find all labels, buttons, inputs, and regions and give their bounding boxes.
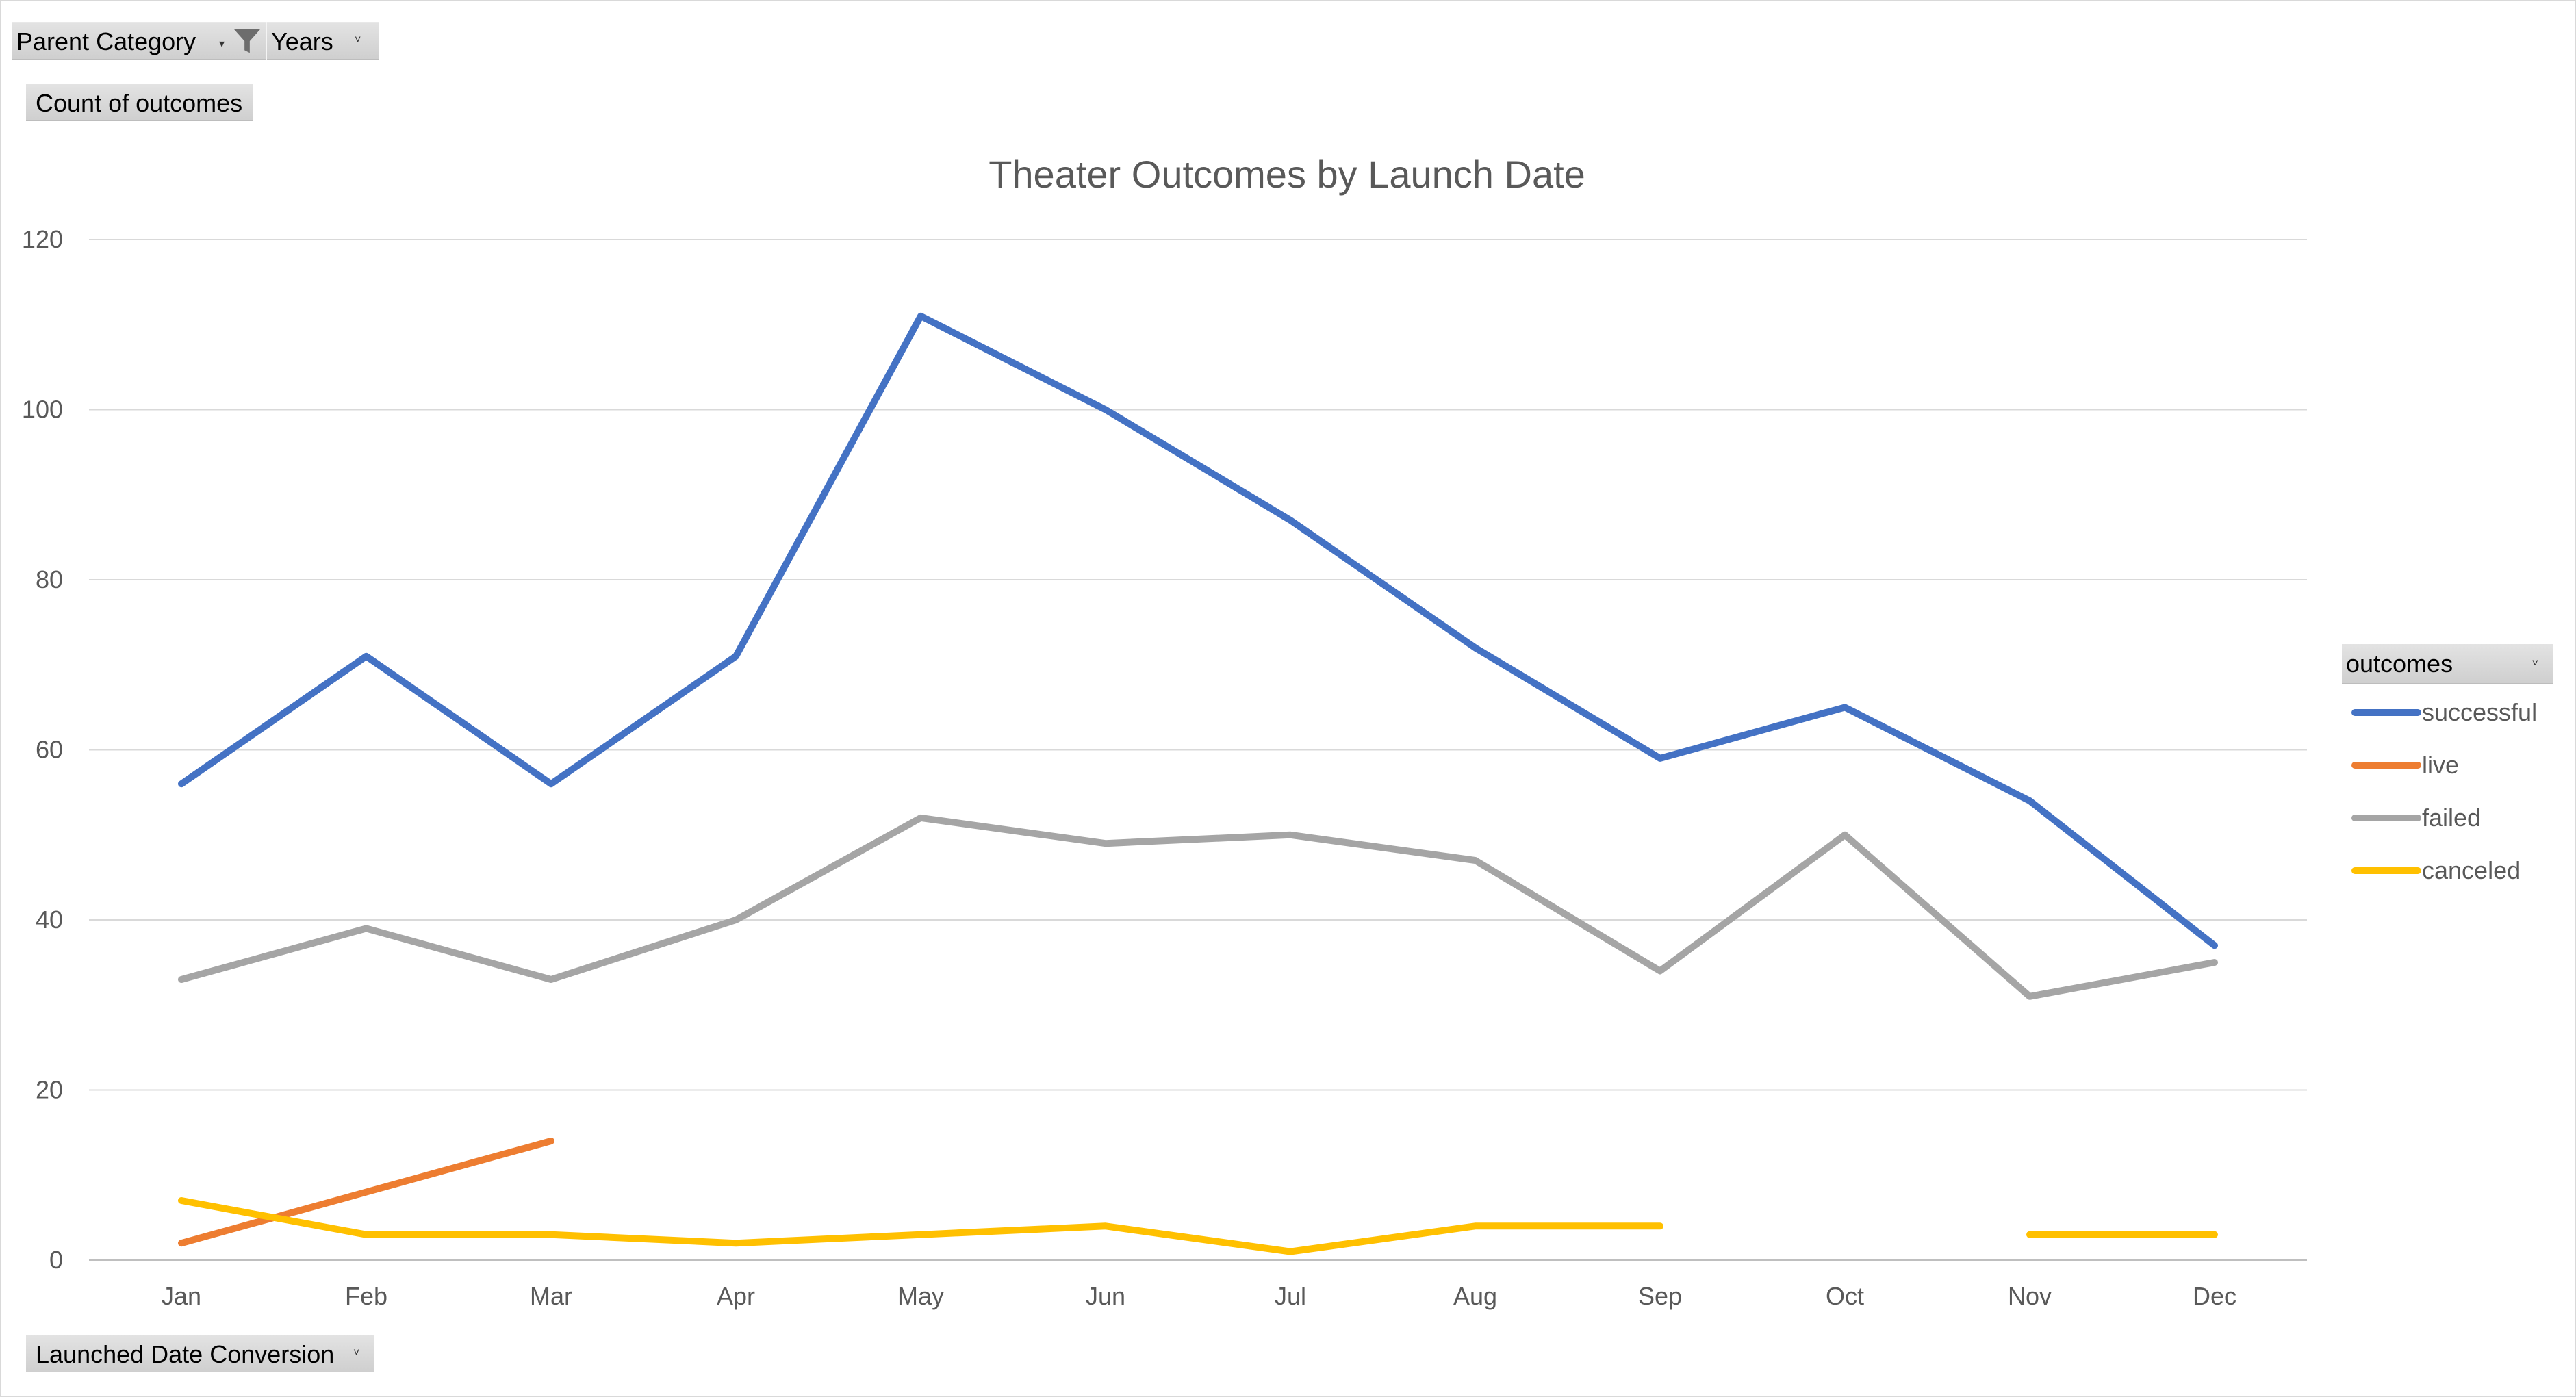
x-tick-label: Jul <box>1275 1282 1306 1310</box>
y-tick-label: 80 <box>36 565 63 593</box>
series-line-canceled <box>178 1197 1663 1255</box>
values-field-button[interactable]: Count of outcomes <box>26 84 253 121</box>
years-label: Years <box>271 27 333 55</box>
x-tick-label: Oct <box>1826 1282 1864 1310</box>
series-line-live <box>178 1138 554 1247</box>
axis-field-label: Launched Date Conversion <box>36 1340 335 1368</box>
x-tick-label: Feb <box>345 1282 387 1310</box>
legend-field-button[interactable]: outcomes ˅ <box>2342 644 2553 684</box>
x-tick-label: Jun <box>1086 1282 1125 1310</box>
series-line-successful <box>178 312 2218 949</box>
x-tick-label: Aug <box>1453 1282 1497 1310</box>
parent-category-label: Parent Category <box>16 27 196 55</box>
y-tick-label: 60 <box>36 736 63 764</box>
y-tick-label: 40 <box>36 906 63 934</box>
x-tick-label: Dec <box>2193 1282 2236 1310</box>
values-field-label: Count of outcomes <box>36 89 243 117</box>
dropdown-arrow-icon: ▾ <box>219 38 225 50</box>
legend-label-canceled: canceled <box>2422 856 2521 884</box>
x-tick-label: Nov <box>2008 1282 2052 1310</box>
axis-field-button[interactable]: Launched Date Conversion ˅ <box>26 1335 374 1372</box>
dropdown-arrow-icon: ˅ <box>2532 658 2538 669</box>
dropdown-arrow-icon: ˅ <box>353 1347 360 1359</box>
y-tick-label: 100 <box>22 396 63 424</box>
years-filter-button[interactable]: Years ˅ <box>267 22 379 60</box>
x-tick-label: Sep <box>1638 1282 1682 1310</box>
x-tick-label: May <box>897 1282 944 1310</box>
legend-label-successful: successful <box>2422 698 2537 726</box>
legend-field-label: outcomes <box>2346 650 2453 678</box>
legend-label-live: live <box>2422 751 2459 779</box>
funnel-icon <box>233 29 261 53</box>
y-tick-label: 120 <box>22 225 63 253</box>
x-tick-label: Jan <box>162 1282 201 1310</box>
x-tick-label: Apr <box>717 1282 755 1310</box>
series-line-failed <box>178 814 2218 1000</box>
chart-title: Theater Outcomes by Launch Date <box>989 153 1585 196</box>
dropdown-arrow-icon: ˅ <box>355 34 361 46</box>
parent-category-filter-button[interactable]: Parent Category ▾ <box>12 22 267 60</box>
legend-label-failed: failed <box>2422 804 2481 832</box>
y-tick-label: 20 <box>36 1076 63 1104</box>
y-tick-label: 0 <box>49 1246 63 1274</box>
x-tick-label: Mar <box>530 1282 572 1310</box>
